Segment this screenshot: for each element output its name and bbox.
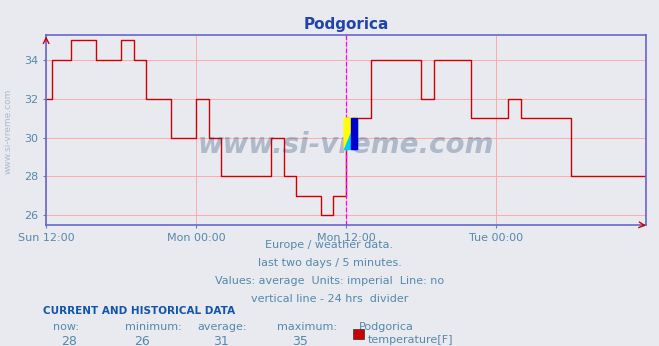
Text: Values: average  Units: imperial  Line: no: Values: average Units: imperial Line: no	[215, 276, 444, 286]
Polygon shape	[344, 118, 357, 149]
Text: Podgorica: Podgorica	[359, 322, 414, 333]
Text: CURRENT AND HISTORICAL DATA: CURRENT AND HISTORICAL DATA	[43, 306, 235, 316]
Text: www.si-vreme.com: www.si-vreme.com	[198, 131, 494, 159]
Text: last two days / 5 minutes.: last two days / 5 minutes.	[258, 258, 401, 268]
Text: maximum:: maximum:	[277, 322, 337, 333]
Text: temperature[F]: temperature[F]	[368, 335, 453, 345]
Polygon shape	[351, 118, 357, 149]
Text: Europe / weather data.: Europe / weather data.	[266, 240, 393, 251]
Text: 26: 26	[134, 335, 150, 346]
Text: now:: now:	[53, 322, 78, 333]
Text: vertical line - 24 hrs  divider: vertical line - 24 hrs divider	[251, 294, 408, 304]
Title: Podgorica: Podgorica	[303, 17, 389, 32]
Text: 35: 35	[292, 335, 308, 346]
Text: 31: 31	[213, 335, 229, 346]
Text: www.si-vreme.com: www.si-vreme.com	[3, 89, 13, 174]
Polygon shape	[344, 118, 357, 149]
Text: minimum:: minimum:	[125, 322, 182, 333]
Text: 28: 28	[61, 335, 77, 346]
Text: average:: average:	[198, 322, 247, 333]
